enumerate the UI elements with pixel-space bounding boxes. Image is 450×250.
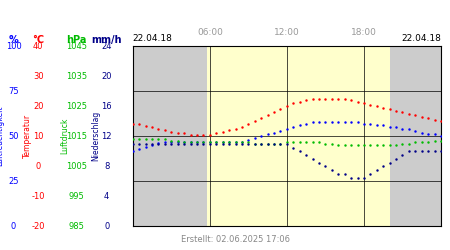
Text: 1015: 1015	[66, 132, 87, 141]
Text: 30: 30	[33, 72, 44, 81]
Text: °C: °C	[32, 35, 44, 45]
Text: 8: 8	[104, 162, 109, 171]
Text: 75: 75	[8, 87, 19, 96]
Text: 40: 40	[33, 42, 44, 51]
Text: 1035: 1035	[66, 72, 87, 81]
Text: 1045: 1045	[66, 42, 87, 51]
Text: 20: 20	[101, 72, 112, 81]
Text: 16: 16	[101, 102, 112, 111]
Text: hPa: hPa	[66, 35, 87, 45]
Text: 0: 0	[11, 222, 16, 231]
Text: 0: 0	[104, 222, 109, 231]
Text: 1025: 1025	[66, 102, 87, 111]
Text: 10: 10	[33, 132, 44, 141]
Text: 100: 100	[5, 42, 21, 51]
Text: mm/h: mm/h	[91, 35, 122, 45]
Text: 12: 12	[101, 132, 112, 141]
Text: 22.04.18: 22.04.18	[401, 34, 441, 43]
Text: 12:00: 12:00	[274, 28, 300, 37]
Text: 50: 50	[8, 132, 19, 141]
Text: 22.04.18: 22.04.18	[133, 34, 173, 43]
Text: 18:00: 18:00	[351, 28, 377, 37]
Text: -10: -10	[32, 192, 45, 201]
Text: Luftdruck: Luftdruck	[61, 118, 70, 154]
Text: Erstellt: 02.06.2025 17:06: Erstellt: 02.06.2025 17:06	[181, 236, 290, 244]
Text: 4: 4	[104, 192, 109, 201]
Bar	[207, 46, 390, 226]
Text: 24: 24	[101, 42, 112, 51]
Text: 06:00: 06:00	[197, 28, 223, 37]
Text: -20: -20	[32, 222, 45, 231]
Text: Niederschlag: Niederschlag	[91, 111, 100, 162]
Text: 985: 985	[68, 222, 85, 231]
Text: 995: 995	[68, 192, 85, 201]
Text: 25: 25	[8, 177, 19, 186]
Text: Temperatur: Temperatur	[22, 114, 32, 158]
Text: 0: 0	[36, 162, 41, 171]
Text: 20: 20	[33, 102, 44, 111]
Text: %: %	[9, 35, 18, 45]
Text: Luftfeuchtigkeit: Luftfeuchtigkeit	[0, 106, 4, 166]
Text: 1005: 1005	[66, 162, 87, 171]
